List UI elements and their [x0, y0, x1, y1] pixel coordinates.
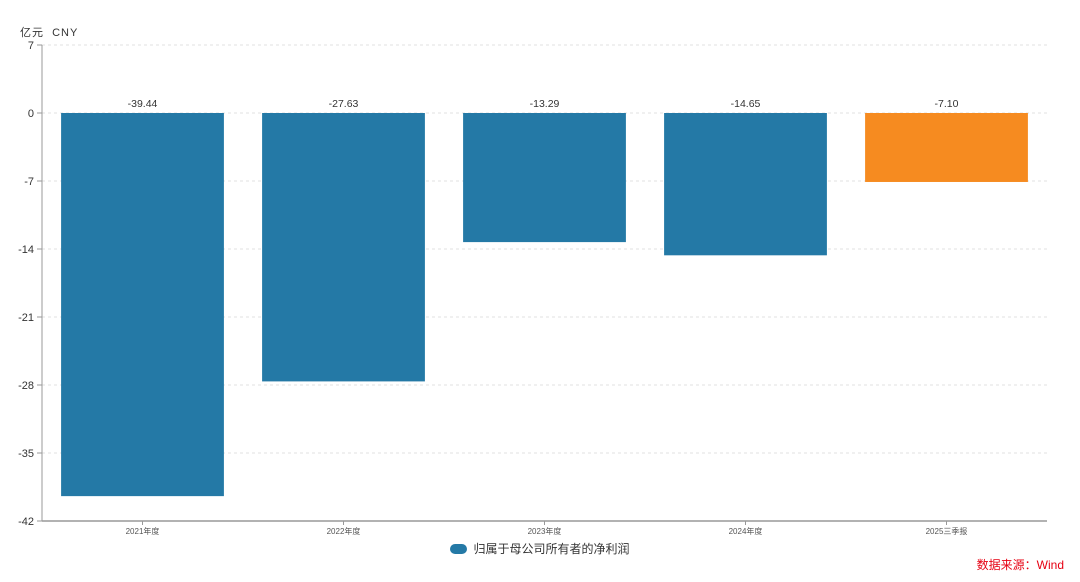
bar-value-label: -13.29: [530, 98, 560, 110]
y-axis-tick-label: -14: [18, 244, 34, 256]
bar-value-label: -14.65: [731, 98, 761, 110]
x-axis-tick-label: 2021年度: [126, 526, 160, 536]
y-axis-tick-label: -7: [24, 176, 34, 188]
x-axis-tick-label: 2023年度: [528, 526, 562, 536]
bar-value-label: -39.44: [128, 98, 158, 110]
y-axis-tick-label: -35: [18, 448, 34, 460]
x-axis-tick-label: 2024年度: [729, 526, 763, 536]
bar-2021年度[interactable]: [61, 113, 224, 497]
bar-2022年度[interactable]: [262, 113, 425, 382]
bar-value-label: -7.10: [935, 98, 959, 110]
data-source-label: 数据来源：Wind: [976, 558, 1064, 572]
y-axis-unit-label: 亿元 CNY: [20, 27, 79, 39]
legend-label: 归属于母公司所有者的净利润: [473, 542, 630, 556]
bar-2024年度[interactable]: [664, 113, 827, 256]
x-axis-tick-label: 2022年度: [327, 526, 361, 536]
bar-chart: 7 0 -7 -14 -21 -28 -35 -42 -39.44 2021年度 -27.63 202…: [18, 40, 1047, 536]
y-axis-tick-label: -21: [18, 312, 34, 324]
legend-swatch-icon: [450, 543, 468, 554]
bar-value-label: -27.63: [329, 98, 359, 110]
y-axis-tick-label: -28: [18, 380, 34, 392]
y-axis-tick-label: -42: [18, 516, 34, 528]
legend[interactable]: 归属于母公司所有者的净利润: [0, 540, 1080, 557]
y-axis-tick-label: 7: [28, 40, 34, 52]
y-axis-tick-label: 0: [28, 108, 34, 120]
bar-2025三季报[interactable]: [865, 113, 1028, 182]
bar-2023年度[interactable]: [463, 113, 626, 243]
x-axis-tick-label: 2025三季报: [926, 526, 968, 536]
